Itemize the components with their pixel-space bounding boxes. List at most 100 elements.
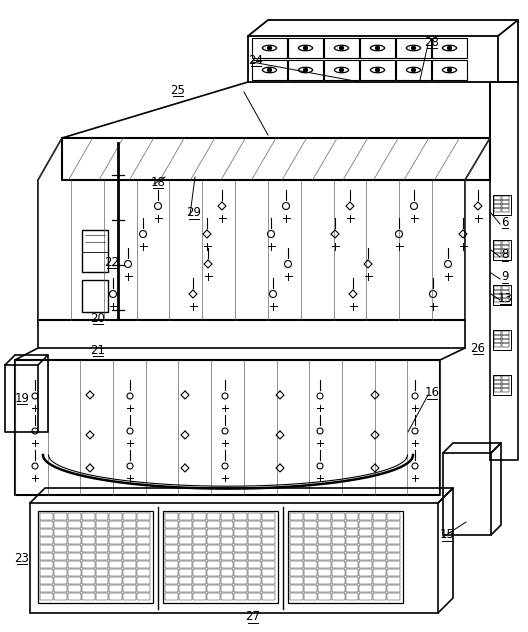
Bar: [248, 577, 261, 584]
Bar: [137, 569, 150, 576]
Bar: [123, 545, 136, 552]
Bar: [494, 196, 501, 200]
Bar: [494, 298, 501, 301]
Bar: [123, 513, 136, 520]
Bar: [234, 553, 247, 560]
Bar: [68, 537, 81, 544]
Bar: [248, 513, 261, 520]
Bar: [502, 339, 509, 343]
Bar: [318, 521, 331, 528]
Bar: [206, 553, 220, 560]
Bar: [502, 286, 509, 289]
Bar: [165, 513, 178, 520]
Bar: [290, 593, 303, 600]
Text: 26: 26: [470, 341, 486, 355]
Bar: [360, 38, 395, 58]
Bar: [432, 60, 467, 80]
Bar: [96, 593, 108, 600]
Bar: [494, 388, 501, 391]
Bar: [165, 593, 178, 600]
Bar: [248, 569, 261, 576]
Bar: [109, 553, 122, 560]
Bar: [360, 529, 372, 536]
Bar: [82, 561, 95, 568]
Bar: [221, 529, 233, 536]
Bar: [193, 569, 205, 576]
Bar: [432, 38, 467, 58]
Bar: [96, 529, 108, 536]
Bar: [179, 521, 192, 528]
Text: 20: 20: [91, 312, 106, 324]
Bar: [221, 561, 233, 568]
Bar: [234, 561, 247, 568]
Bar: [373, 593, 386, 600]
Bar: [96, 585, 108, 592]
Bar: [288, 60, 323, 80]
Text: 28: 28: [425, 35, 439, 49]
Bar: [290, 561, 303, 568]
Bar: [137, 553, 150, 560]
Bar: [373, 529, 386, 536]
Bar: [304, 513, 317, 520]
Bar: [318, 569, 331, 576]
Bar: [252, 60, 287, 80]
Bar: [443, 453, 491, 535]
Bar: [40, 585, 53, 592]
Bar: [318, 529, 331, 536]
Text: 8: 8: [501, 248, 508, 262]
Bar: [494, 200, 501, 204]
Bar: [96, 521, 108, 528]
Bar: [387, 593, 400, 600]
Bar: [193, 545, 205, 552]
Bar: [54, 545, 67, 552]
Bar: [494, 286, 501, 289]
Bar: [193, 577, 205, 584]
Bar: [40, 577, 53, 584]
Bar: [123, 577, 136, 584]
Bar: [96, 569, 108, 576]
Bar: [193, 513, 205, 520]
Bar: [68, 529, 81, 536]
Bar: [68, 561, 81, 568]
Bar: [221, 537, 233, 544]
Bar: [206, 521, 220, 528]
Bar: [332, 561, 344, 568]
Bar: [502, 343, 509, 346]
Bar: [360, 60, 395, 80]
Bar: [262, 513, 275, 520]
Bar: [193, 529, 205, 536]
Bar: [494, 331, 501, 334]
Bar: [248, 521, 261, 528]
Bar: [288, 38, 323, 58]
Bar: [290, 545, 303, 552]
Bar: [373, 537, 386, 544]
Bar: [82, 230, 108, 272]
Bar: [493, 375, 511, 395]
Bar: [248, 537, 261, 544]
Bar: [332, 513, 344, 520]
Bar: [179, 593, 192, 600]
Bar: [387, 513, 400, 520]
Bar: [304, 545, 317, 552]
Bar: [502, 204, 509, 207]
Bar: [193, 537, 205, 544]
Bar: [54, 593, 67, 600]
Circle shape: [411, 46, 416, 50]
Text: 6: 6: [501, 216, 509, 229]
Bar: [290, 553, 303, 560]
Bar: [318, 585, 331, 592]
Text: 15: 15: [440, 528, 455, 542]
Bar: [387, 577, 400, 584]
Bar: [332, 593, 344, 600]
Bar: [318, 537, 331, 544]
Bar: [82, 529, 95, 536]
Bar: [165, 561, 178, 568]
Bar: [234, 513, 247, 520]
Bar: [82, 553, 95, 560]
Bar: [387, 561, 400, 568]
Bar: [96, 577, 108, 584]
Bar: [179, 513, 192, 520]
Bar: [345, 577, 359, 584]
Bar: [360, 537, 372, 544]
Circle shape: [268, 46, 271, 50]
